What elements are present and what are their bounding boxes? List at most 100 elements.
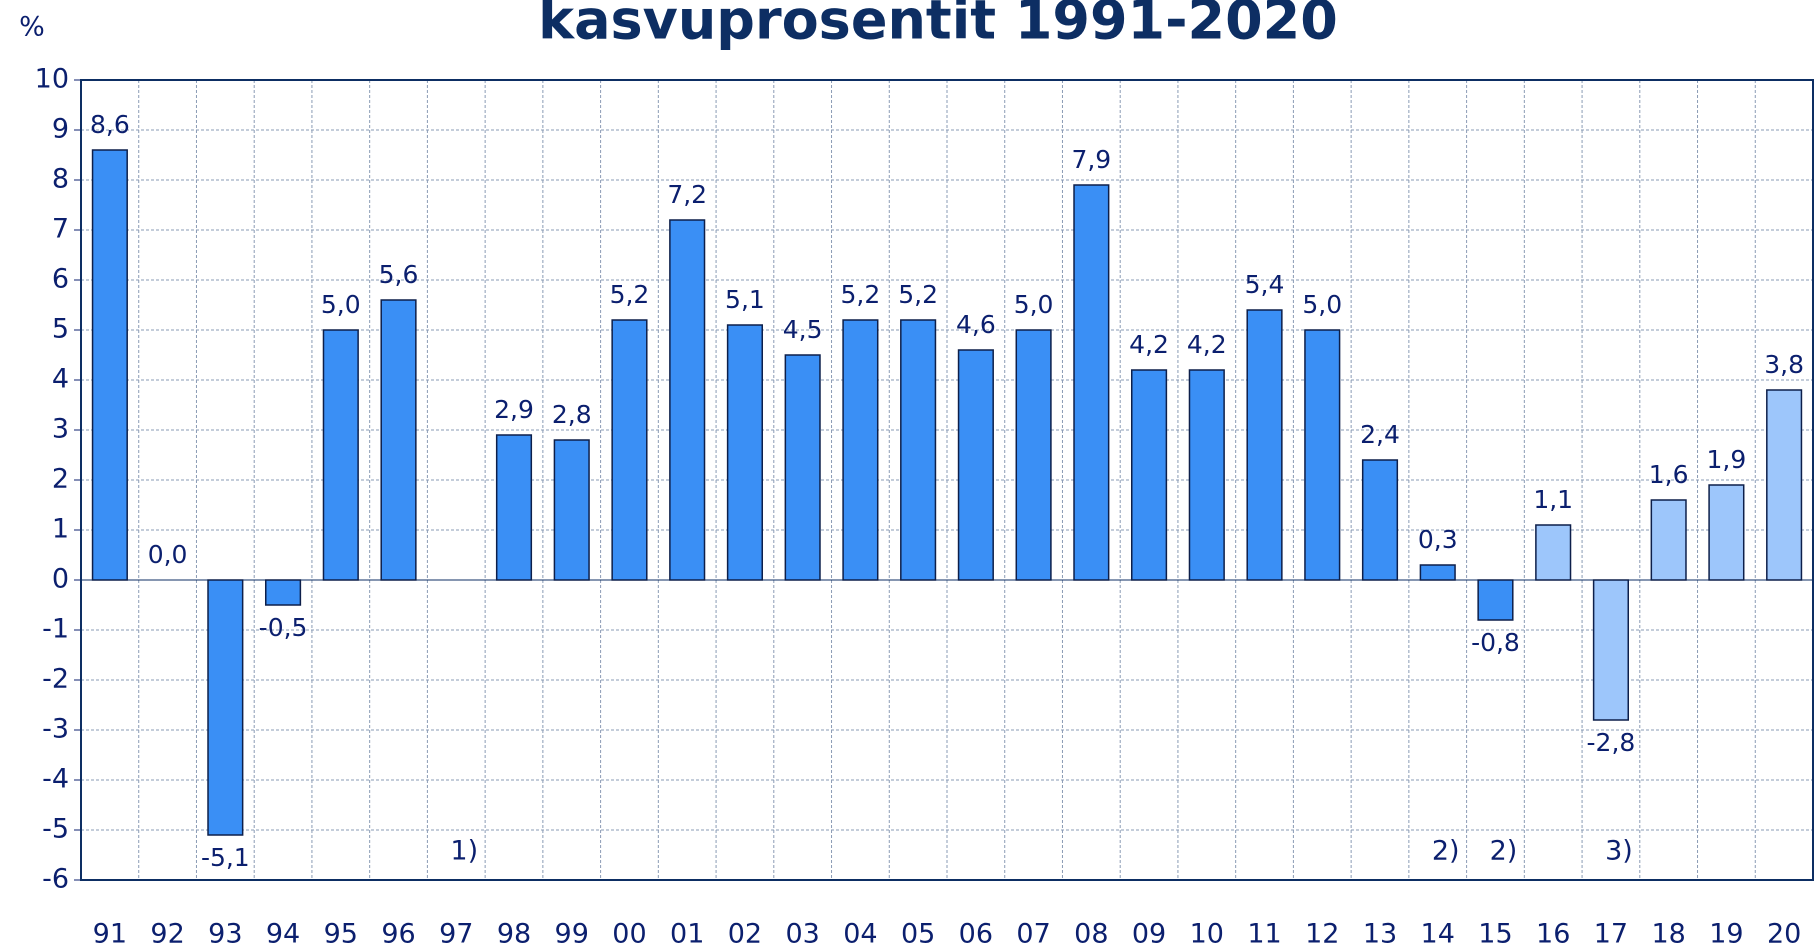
bar (957, 349, 994, 581)
x-tick-label: 18 (1651, 919, 1685, 950)
y-tick-label: 5 (52, 314, 69, 345)
bar (669, 219, 706, 581)
x-tick-label: 10 (1190, 919, 1224, 950)
y-tick-label: 0 (52, 564, 69, 595)
value-label: 5,6 (379, 260, 419, 289)
value-label: 5,4 (1245, 270, 1285, 299)
value-label: 5,0 (1302, 290, 1342, 319)
x-tick-label: 17 (1594, 919, 1628, 950)
bar (611, 319, 648, 581)
bar (1650, 499, 1687, 581)
y-tick-label: 9 (52, 114, 69, 145)
bar (1535, 524, 1572, 581)
value-label: 5,2 (610, 280, 650, 309)
value-label: 4,6 (956, 310, 996, 339)
bar (726, 324, 764, 581)
x-tick-label: 00 (612, 919, 646, 950)
y-tick-label: -4 (42, 764, 69, 795)
bar (1477, 579, 1514, 621)
value-label: 5,0 (321, 290, 361, 319)
bar (207, 579, 244, 836)
x-tick-label: 02 (728, 919, 762, 950)
bar (91, 149, 128, 581)
x-tick-label: 01 (670, 919, 704, 950)
value-label: 1,6 (1649, 460, 1689, 489)
x-tick-label: 98 (497, 919, 531, 950)
bar (1130, 369, 1168, 581)
bar (1188, 369, 1225, 581)
x-tick-label: 11 (1247, 919, 1281, 950)
y-tick-label: 1 (52, 514, 69, 545)
x-tick-label: 92 (150, 919, 184, 950)
annotation: 2) (1490, 836, 1518, 867)
value-label: -0,5 (259, 613, 308, 642)
bar (900, 319, 937, 581)
x-tick-label: 19 (1709, 919, 1743, 950)
y-tick-label: -5 (42, 814, 69, 845)
x-tick-label: 93 (208, 919, 242, 950)
y-tick-label: 6 (52, 264, 69, 295)
value-label: 1,1 (1533, 485, 1573, 514)
y-tick-label: 8 (52, 164, 69, 195)
x-tick-label: 13 (1363, 919, 1397, 950)
value-label: 3,8 (1764, 350, 1804, 379)
x-tick-label: 20 (1767, 919, 1801, 950)
value-label: 4,2 (1129, 330, 1169, 359)
bar (842, 319, 879, 581)
x-tick-label: 97 (439, 919, 473, 950)
x-tick-label: 05 (901, 919, 935, 950)
value-label: 2,8 (552, 400, 592, 429)
value-label: 8,6 (90, 110, 130, 139)
bar (495, 434, 533, 581)
value-label: 2,4 (1360, 420, 1400, 449)
y-tick-label: -2 (42, 664, 69, 695)
value-label: -5,1 (201, 843, 250, 872)
y-tick-label: -1 (42, 614, 69, 645)
value-label: 7,9 (1071, 145, 1111, 174)
bar (264, 579, 302, 606)
value-label: 5,1 (725, 285, 765, 314)
value-label: 5,2 (841, 280, 881, 309)
value-label: 4,2 (1187, 330, 1227, 359)
x-tick-label: 04 (843, 919, 877, 950)
value-label: 0,3 (1418, 525, 1458, 554)
annotation: 3) (1605, 836, 1633, 867)
x-tick-label: 07 (1016, 919, 1050, 950)
y-tick-label: 10 (35, 64, 69, 95)
bar (1246, 309, 1283, 581)
y-tick-label: 3 (52, 414, 69, 445)
x-tick-label: 96 (381, 919, 415, 950)
value-label: 2,9 (494, 395, 534, 424)
value-label: 5,2 (898, 280, 938, 309)
plot-frame (80, 79, 1814, 881)
bar (784, 354, 821, 581)
bar (553, 439, 590, 581)
bar (1304, 329, 1341, 581)
bar (1419, 564, 1456, 581)
x-tick-label: 14 (1421, 919, 1455, 950)
y-tick-label: 2 (52, 464, 69, 495)
value-label: 1,9 (1707, 445, 1747, 474)
bar (322, 329, 359, 581)
bar (1015, 329, 1052, 581)
y-axis-label: % (19, 12, 45, 43)
y-tick-label: 4 (52, 364, 69, 395)
x-tick-label: 95 (324, 919, 358, 950)
annotation: 2) (1432, 836, 1460, 867)
x-tick-label: 91 (93, 919, 127, 950)
y-tick-label: -3 (42, 714, 69, 745)
chart-title: kasvuprosentit 1991-2020 (538, 0, 1338, 52)
x-tick-label: 12 (1305, 919, 1339, 950)
y-tick-label: -6 (42, 864, 69, 895)
value-label: 5,0 (1014, 290, 1054, 319)
x-tick-label: 99 (555, 919, 589, 950)
bar (1708, 484, 1745, 581)
x-tick-label: 16 (1536, 919, 1570, 950)
y-tick-label: 7 (52, 214, 69, 245)
x-tick-label: 03 (785, 919, 819, 950)
value-label: 7,2 (667, 180, 707, 209)
value-label: 0,0 (148, 540, 188, 569)
value-label: 4,5 (783, 315, 823, 344)
x-tick-label: 15 (1478, 919, 1512, 950)
